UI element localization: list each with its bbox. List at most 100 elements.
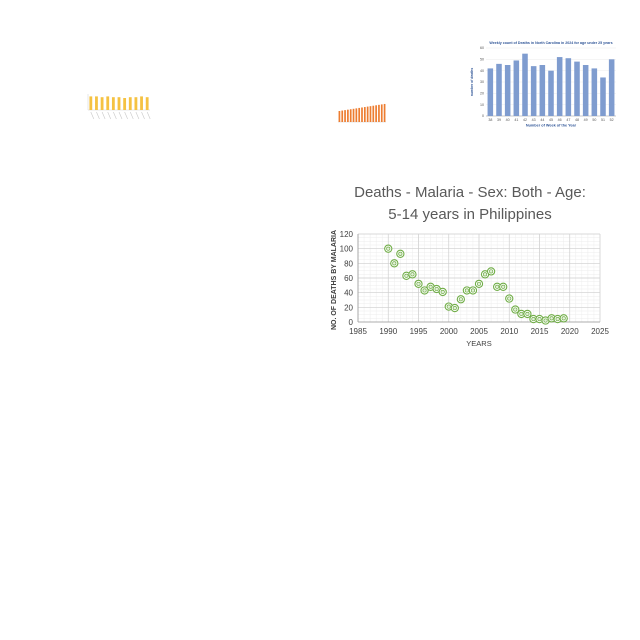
x-tick-label — [96, 111, 100, 120]
x-tick-label — [113, 111, 117, 120]
x-tick-label — [90, 111, 95, 120]
x-tick-label: 2015 — [531, 327, 549, 336]
x-tick-label: 42 — [523, 118, 527, 122]
malaria-scatter-chart: Deaths - Malaria - Sex: Both - Age: 5-14… — [322, 178, 618, 350]
x-tick-label: 52 — [610, 118, 614, 122]
bar — [375, 105, 377, 122]
data-point-inner — [392, 261, 397, 266]
bar — [349, 109, 352, 122]
x-tick-label: 48 — [575, 118, 579, 122]
x-tick-label: 2005 — [470, 327, 488, 336]
bar — [380, 104, 383, 122]
bar — [338, 111, 341, 122]
bar — [100, 97, 104, 110]
y-tick-label: 10 — [480, 103, 484, 107]
bar — [140, 96, 143, 110]
data-point-inner — [513, 307, 518, 312]
x-tick-label — [107, 111, 112, 120]
bar — [134, 97, 138, 110]
bar — [608, 59, 615, 116]
bar — [539, 65, 546, 116]
data-point-inner — [434, 286, 439, 292]
bar — [487, 68, 494, 116]
malaria-scatter-svg: 0 20 40 60 80 100 120 1985 1990 1995 2000 2005 2010 2… — [331, 230, 609, 348]
data-point-inner — [543, 318, 548, 323]
y-tick-label: 60 — [344, 274, 353, 283]
chart-title: Weekly count of Deaths in North Carolina… — [489, 41, 612, 45]
weekly-deaths-chart-svg: Weekly count of Deaths in North Carolina… — [470, 41, 616, 128]
data-point-inner — [428, 284, 433, 289]
data-point-inner — [398, 251, 403, 256]
weekly-deaths-chart: Weekly count of Deaths in North Carolina… — [468, 36, 618, 130]
x-tick-label: 2020 — [561, 327, 579, 336]
y-axis-label: number of deaths — [470, 68, 474, 97]
bar — [352, 108, 355, 122]
bar — [145, 97, 149, 110]
bar — [128, 97, 132, 110]
data-point-inner — [507, 296, 512, 301]
data-point-inner — [555, 317, 560, 322]
x-tick-label — [124, 111, 128, 120]
bar — [591, 68, 598, 116]
x-axis-label: YEARS — [466, 339, 491, 348]
data-point-inner — [422, 288, 427, 293]
y-tick-label: 20 — [480, 92, 484, 96]
bar — [513, 60, 520, 116]
y-tick-label: 40 — [344, 289, 353, 298]
x-tick-label: 47 — [566, 118, 570, 122]
y-tick-label: 100 — [340, 245, 354, 254]
chart-title-line-1: Deaths - Malaria - Sex: Both - Age: — [354, 184, 586, 201]
bar — [565, 58, 572, 116]
bar — [117, 97, 121, 110]
bar — [111, 97, 115, 110]
data-point-inner — [537, 317, 542, 322]
data-point-inner — [476, 281, 482, 286]
data-point-inner — [561, 316, 566, 321]
x-tick-label: 43 — [532, 118, 536, 122]
bar — [358, 107, 361, 122]
x-tick-label: 2025 — [591, 327, 609, 336]
data-point-inner — [446, 304, 451, 309]
orange-bar-chart — [334, 92, 388, 132]
bar — [556, 57, 563, 116]
y-tick-label: 0 — [349, 318, 354, 327]
y-tick-label: 60 — [480, 46, 484, 50]
bar — [123, 98, 127, 110]
y-axis-label: NO. OF DEATHS BY MALARIA — [331, 230, 338, 330]
data-point-inner — [452, 306, 457, 311]
x-tick-label: 45 — [549, 118, 553, 122]
data-point-inner — [501, 284, 506, 289]
yellow-bar-chart-svg — [87, 94, 151, 120]
x-tick-label: 44 — [540, 118, 544, 122]
data-point-inner — [458, 297, 463, 302]
data-point-inner — [489, 269, 494, 274]
bar — [341, 110, 344, 122]
x-tick-label: 1990 — [379, 327, 397, 336]
data-point-inner — [386, 246, 391, 251]
y-tick-label: 120 — [340, 230, 354, 239]
bar — [361, 107, 363, 122]
x-tick-label: 38 — [488, 118, 492, 122]
bar — [369, 106, 372, 122]
x-tick-label — [135, 111, 140, 120]
data-point-inner — [525, 311, 530, 316]
x-tick-label: 50 — [592, 118, 596, 122]
x-tick-label: 40 — [506, 118, 510, 122]
data-point-inner — [470, 288, 476, 293]
x-tick-label — [129, 111, 134, 120]
y-tick-label: 30 — [480, 80, 484, 84]
bar — [496, 63, 502, 116]
data-point-inner — [464, 288, 469, 293]
x-tick-label: 51 — [601, 118, 605, 122]
bar — [344, 110, 346, 122]
x-tick-label — [101, 111, 106, 120]
bar — [372, 105, 375, 122]
x-tick-label: 39 — [497, 118, 501, 122]
bar — [366, 106, 369, 122]
bar — [600, 77, 606, 116]
x-tick-label: 1995 — [410, 327, 428, 336]
x-tick-label — [146, 111, 151, 120]
bar — [530, 66, 537, 116]
x-tick-label: 41 — [514, 118, 518, 122]
data-point-inner — [404, 273, 409, 278]
